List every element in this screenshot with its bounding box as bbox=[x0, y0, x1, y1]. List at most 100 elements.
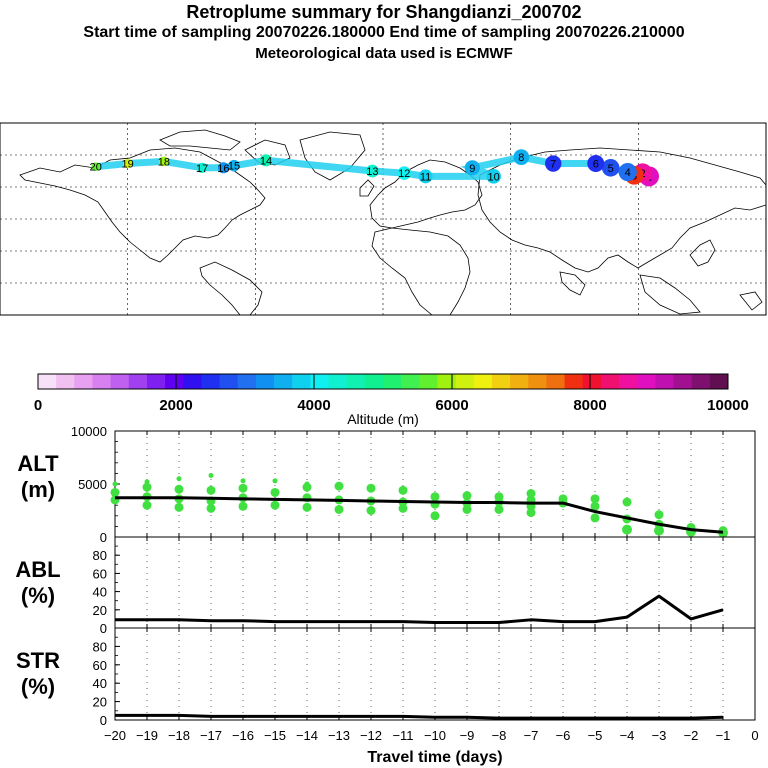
colorbar-tick-label: 0 bbox=[34, 397, 42, 414]
x-tick-label: −17 bbox=[200, 728, 222, 743]
y-tick-label: 60 bbox=[93, 658, 107, 673]
alt-scatter-point bbox=[654, 525, 664, 536]
x-tick-label: −11 bbox=[392, 728, 413, 743]
x-tick-label: −13 bbox=[328, 728, 350, 743]
y-tick-label: 0 bbox=[100, 621, 107, 636]
alt-scatter-point bbox=[526, 508, 536, 518]
alt-scatter-point bbox=[206, 503, 216, 513]
alt-scatter-point bbox=[304, 481, 310, 487]
colorbar-swatch bbox=[110, 374, 130, 389]
x-tick-label: −4 bbox=[620, 728, 635, 743]
colorbar-tick-label: 8000 bbox=[573, 397, 606, 414]
alt-scatter-point bbox=[208, 473, 214, 479]
y-tick-label: 0 bbox=[100, 713, 107, 728]
plume-point bbox=[158, 156, 169, 167]
alt-scatter-point bbox=[622, 497, 632, 507]
plume-day-label: 7 bbox=[550, 159, 556, 171]
plume-point bbox=[618, 162, 637, 182]
x-tick-label: −19 bbox=[136, 728, 158, 743]
alt-scatter-point bbox=[240, 478, 246, 484]
alt-scatter-point bbox=[590, 501, 600, 511]
plume-point bbox=[486, 169, 501, 184]
y-tick-label: 80 bbox=[93, 548, 107, 563]
alt-scatter-point bbox=[430, 511, 440, 521]
colorbar-swatch bbox=[691, 374, 711, 389]
plume-point bbox=[91, 162, 101, 172]
y-tick-label: 80 bbox=[93, 639, 107, 654]
x-tick-label: −6 bbox=[556, 728, 571, 743]
x-tick-label: −18 bbox=[168, 728, 190, 743]
x-tick-label: −1 bbox=[716, 728, 731, 743]
plume-point bbox=[418, 169, 433, 184]
y-tick-label: 10000 bbox=[71, 424, 107, 439]
alt-panel: 0 5000 10000 ALT(m) bbox=[17, 424, 756, 545]
plume-day-label: 15 bbox=[228, 161, 240, 173]
alt-scatter-point bbox=[270, 500, 280, 510]
plume-point bbox=[464, 160, 480, 176]
plume-point bbox=[228, 159, 240, 172]
alt-scatter-point bbox=[144, 479, 150, 485]
colorbar-tick-label: 4000 bbox=[297, 397, 330, 414]
colorbar-swatch bbox=[637, 374, 656, 389]
plume-day-label: 14 bbox=[260, 155, 272, 167]
colorbar-swatch bbox=[310, 374, 330, 389]
alt-scatter-point bbox=[302, 502, 312, 512]
alt-scatter-point bbox=[366, 483, 376, 493]
plume-points: 1234567891011121314151617181920 bbox=[90, 149, 659, 187]
plume-day-label: 17 bbox=[196, 163, 208, 175]
colorbar-swatch bbox=[419, 374, 438, 389]
alt-scatter-point bbox=[526, 489, 536, 499]
alt-scatter-point bbox=[622, 524, 632, 535]
plume-day-label: 8 bbox=[518, 152, 524, 164]
alt-scatter-point bbox=[398, 503, 408, 513]
colorbar-swatch bbox=[383, 374, 402, 389]
colorbar-swatch bbox=[582, 374, 602, 389]
colorbar-swatch bbox=[92, 374, 112, 389]
plume-point bbox=[217, 162, 229, 174]
panel-ylabel: (%) bbox=[21, 583, 55, 608]
alt-scatter-point bbox=[206, 485, 216, 495]
plume-point bbox=[601, 159, 620, 177]
colorbar-swatch bbox=[128, 374, 148, 389]
map-gridlines bbox=[0, 123, 767, 315]
colorbar-swatch bbox=[364, 374, 384, 389]
colorbar-swatch bbox=[292, 374, 311, 389]
plume-day-label: 18 bbox=[158, 156, 170, 168]
colorbar-swatch bbox=[183, 374, 202, 389]
alt-scatter-point bbox=[494, 492, 504, 502]
plume-point bbox=[259, 154, 273, 167]
plume-day-label: 10 bbox=[488, 171, 500, 183]
plume-day-label: 20 bbox=[90, 162, 102, 174]
panel-frame bbox=[114, 536, 756, 629]
alt-scatter-point bbox=[238, 501, 248, 511]
colorbar-swatch bbox=[237, 374, 257, 389]
plume-point bbox=[587, 155, 605, 173]
plume-point bbox=[196, 162, 208, 173]
colorbar-tick-label: 2000 bbox=[159, 397, 192, 414]
y-tick-label: 20 bbox=[93, 695, 107, 710]
alt-scatter-point bbox=[558, 494, 568, 504]
colorbar-tick-label: 10000 bbox=[707, 397, 749, 414]
colorbar-swatch bbox=[655, 374, 675, 389]
y-tick-label: 40 bbox=[93, 676, 107, 691]
colorbar-swatch bbox=[146, 374, 166, 389]
plume-point bbox=[123, 158, 133, 169]
plume-day-label: 9 bbox=[469, 163, 475, 175]
meteorological-data-subtitle: Meteorological data used is ECMWF bbox=[255, 45, 513, 62]
colorbar-swatch bbox=[328, 374, 348, 389]
colorbar-swatch bbox=[437, 374, 457, 389]
panel-ylabel: (m) bbox=[21, 477, 55, 502]
colorbar-swatch bbox=[600, 374, 620, 389]
y-tick-label: 0 bbox=[100, 530, 107, 545]
x-tick-label: −15 bbox=[264, 728, 286, 743]
colorbar-swatch bbox=[255, 374, 275, 389]
alt-scatter-point bbox=[654, 510, 664, 520]
sampling-time-subtitle: Start time of sampling 20070226.180000 E… bbox=[83, 24, 685, 41]
alt-scatter-point bbox=[174, 502, 184, 512]
alt-scatter-point bbox=[590, 513, 600, 523]
panel-ylabel: ALT bbox=[17, 451, 59, 476]
colorbar-swatch bbox=[74, 374, 93, 389]
alt-scatter-point bbox=[142, 500, 152, 510]
colorbar-swatch bbox=[528, 374, 547, 389]
